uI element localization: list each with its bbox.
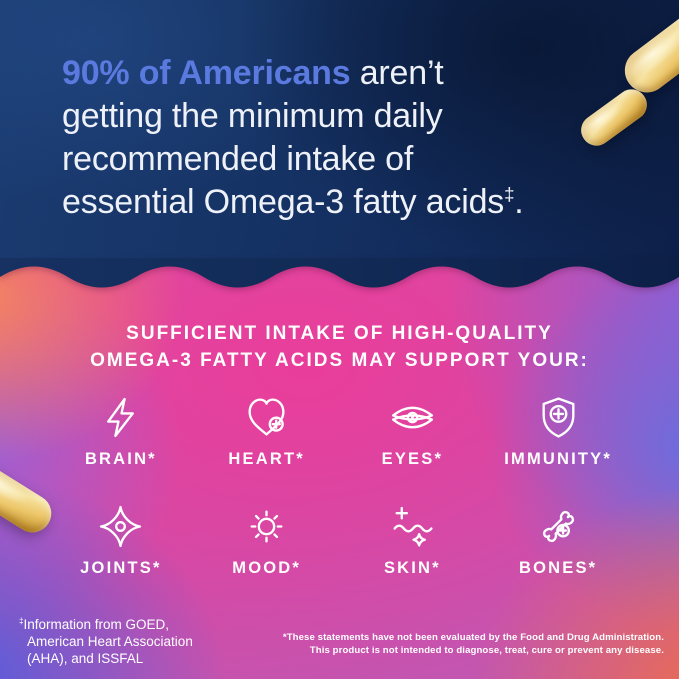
fda-disclaimer: *These statements have not been evaluate…: [283, 632, 664, 657]
source-footnote: ‡Information from GOED, American Heart A…: [19, 616, 193, 667]
headline-line-1: 90% of Americans aren’t: [62, 52, 524, 95]
headline: 90% of Americans aren’t getting the mini…: [62, 52, 524, 224]
benefit-joints: JOINTS*: [48, 503, 194, 578]
benefits-heading-line-1: SUFFICIENT INTAKE OF HIGH-QUALITY: [126, 323, 553, 344]
fda-disclaimer-line-1: *These statements have not been evaluate…: [282, 632, 664, 643]
footnote-mark: ‡: [504, 183, 515, 205]
headline-line-4: essential Omega-3 fatty acids‡.: [62, 181, 524, 224]
benefit-bones: BONES*: [485, 503, 631, 578]
wave-sparkles-icon: [393, 506, 433, 547]
benefit-label: IMMUNITY*: [504, 450, 613, 468]
benefit-label: HEART*: [228, 450, 305, 468]
footnote-mark: ‡: [19, 616, 24, 626]
headline-line-2: getting the minimum daily: [62, 97, 443, 135]
benefits-grid: BRAIN* HEART* EYES*: [48, 394, 631, 578]
omega3-capsule-upper-right: [574, 83, 654, 152]
source-footnote-line-3: (AHA), and ISSFAL: [27, 651, 144, 666]
benefits-heading: SUFFICIENT INTAKE OF HIGH-QUALITY OMEGA-…: [0, 320, 679, 374]
headline-line-1-rest: aren’t: [350, 54, 444, 92]
benefits-heading-line-2: OMEGA-3 FATTY ACIDS MAY SUPPORT YOUR:: [90, 350, 589, 371]
benefit-label: EYES*: [381, 450, 444, 468]
benefit-skin: SKIN*: [340, 503, 486, 578]
source-footnote-line-2: American Heart Association: [27, 634, 193, 649]
sun-icon: [250, 510, 283, 543]
shield-plus-icon: [542, 397, 575, 438]
benefit-immunity: IMMUNITY*: [485, 394, 631, 469]
source-footnote-text-1: Information from GOED,: [23, 617, 170, 632]
sparkle-diamond-icon: [100, 505, 142, 548]
headline-line-3: recommended intake of: [62, 140, 414, 178]
hero-section: 90% of Americans aren’t getting the mini…: [0, 0, 679, 259]
omega3-capsule-top-right: [616, 0, 679, 102]
benefit-label: MOOD*: [232, 559, 301, 577]
benefit-heart: HEART*: [194, 394, 340, 469]
headline-highlight: 90% of Americans: [62, 54, 351, 92]
wave-divider: [0, 258, 679, 288]
benefit-label: JOINTS*: [80, 559, 162, 577]
headline-period: .: [514, 183, 524, 221]
benefit-label: BRAIN*: [84, 450, 157, 468]
benefit-eyes: EYES*: [340, 394, 486, 469]
source-footnote-line-1: ‡Information from GOED,: [19, 616, 193, 633]
heart-plus-icon: [248, 398, 285, 436]
fda-disclaimer-line-2: This product is not intended to diagnose…: [309, 644, 664, 656]
eye-icon: [391, 406, 433, 429]
benefit-mood: MOOD*: [194, 503, 340, 578]
benefits-section: SUFFICIENT INTAKE OF HIGH-QUALITY OMEGA-…: [0, 258, 679, 679]
benefit-brain: BRAIN*: [48, 394, 194, 469]
headline-line-4-text: essential Omega-3 fatty acids: [62, 183, 505, 221]
lightning-bolt-icon: [107, 397, 135, 438]
bone-plus-icon: [542, 510, 574, 543]
benefit-label: SKIN*: [383, 559, 441, 577]
benefit-label: BONES*: [518, 559, 598, 577]
